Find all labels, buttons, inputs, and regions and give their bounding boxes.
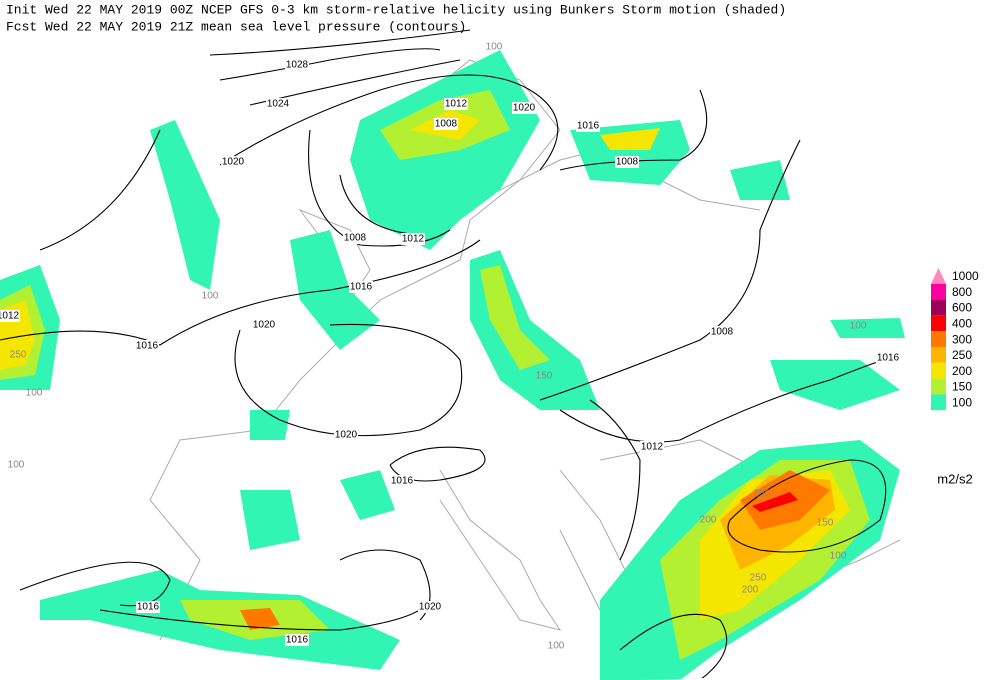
shade-label: 100 [850, 321, 867, 332]
contour-label-bg [640, 441, 664, 453]
shade-label: 200 [742, 585, 759, 596]
contour-label-bg [710, 326, 734, 338]
shade-label: 250 [10, 350, 27, 361]
contour-label-bg [444, 98, 468, 110]
contour-label-bg [434, 118, 458, 130]
contour-label: 1012 [0, 311, 20, 322]
legend-swatch [931, 331, 946, 347]
legend-swatch [931, 347, 946, 363]
shade-label: 150 [536, 371, 553, 382]
contour-label-bg [418, 601, 442, 613]
contour-label-bg [285, 59, 309, 71]
legend-label: 150 [952, 380, 972, 394]
contour-label-bg [135, 340, 159, 352]
legend-label: 250 [952, 348, 972, 362]
legend-label: 400 [952, 316, 972, 330]
contour-label: 1012 [402, 234, 425, 245]
contour-label: 1016 [136, 341, 159, 352]
shade-label: 100 [202, 291, 219, 302]
contour-label: 1016 [877, 353, 900, 364]
shade-label: 100 [8, 460, 25, 471]
legend-label: 800 [952, 285, 972, 299]
contour-label: 1020 [253, 320, 276, 331]
legend-swatch [931, 394, 946, 411]
contour-labels: 1028 1024 1020 1012 1008 1020 1016 1008 1008 1012… [0, 59, 900, 646]
contour-label: 1020 [513, 103, 536, 114]
contour-label-bg [349, 281, 373, 293]
contour-label: 1016 [350, 282, 373, 293]
legend-swatch [931, 268, 946, 284]
contour-label: 1016 [286, 635, 309, 646]
legend-label: 200 [952, 364, 972, 378]
shade-label: 100 [548, 641, 565, 652]
legend-swatch [931, 378, 946, 395]
shade-label: 250 [750, 573, 767, 584]
shade-label: 150 [817, 518, 834, 529]
shade-label: 100 [830, 551, 847, 562]
header-line: Fcst Wed 22 MAY 2019 21Z mean sea level … [6, 19, 466, 34]
contour-label: 1016 [391, 476, 414, 487]
contour-label: 1016 [137, 602, 160, 613]
contour-label-bg [221, 156, 245, 168]
contour-label-bg [401, 233, 425, 245]
contour-label: 1012 [445, 99, 468, 110]
contour-label-bg [343, 232, 367, 244]
contour-label: 1008 [711, 327, 734, 338]
shade-label: 100 [486, 42, 503, 53]
contour-label-bg [390, 475, 414, 487]
contour-label-bg [252, 319, 276, 331]
contour-label-bg [334, 429, 358, 441]
legend-units: m2/s2 [937, 471, 972, 486]
contour-label-bg [136, 601, 160, 613]
shade-label: 200 [700, 515, 717, 526]
map: 1028 1024 1020 1012 1008 1020 1016 1008 1008 1012… [0, 29, 905, 680]
legend-label: 100 [952, 395, 972, 409]
contour-label: 1020 [222, 157, 245, 168]
legend-label: 1000 [952, 269, 979, 283]
contour-label-bg [615, 156, 639, 168]
contour-label-bg [285, 634, 309, 646]
contour-label: 1008 [616, 157, 639, 168]
contour-label-bg [0, 310, 20, 322]
legend-swatch [931, 299, 946, 316]
shade-label: 250 [754, 489, 771, 500]
contour-label: 1024 [267, 99, 290, 110]
contour-label-bg [876, 352, 900, 364]
header-line: Init Wed 22 MAY 2019 00Z NCEP GFS 0-3 km… [6, 2, 786, 17]
contour-label: 1020 [335, 430, 358, 441]
contour-label: 1028 [286, 60, 309, 71]
contour-label-bg [512, 102, 536, 114]
legend-swatch [931, 315, 946, 332]
contour-label: 1008 [435, 119, 458, 130]
helicity-shading [0, 50, 905, 680]
contour-label: 1008 [344, 233, 367, 244]
contour-label-bg [576, 120, 600, 132]
legend-label: 300 [952, 332, 972, 346]
contour-label: 1016 [577, 121, 600, 132]
legend-swatch [931, 362, 946, 379]
legend-label: 600 [952, 301, 972, 315]
shade-label: 100 [26, 388, 43, 399]
legend-swatch [931, 283, 946, 300]
contour-label: 1012 [641, 442, 664, 453]
contour-label: 1020 [419, 602, 442, 613]
contour-label-bg [266, 98, 290, 110]
